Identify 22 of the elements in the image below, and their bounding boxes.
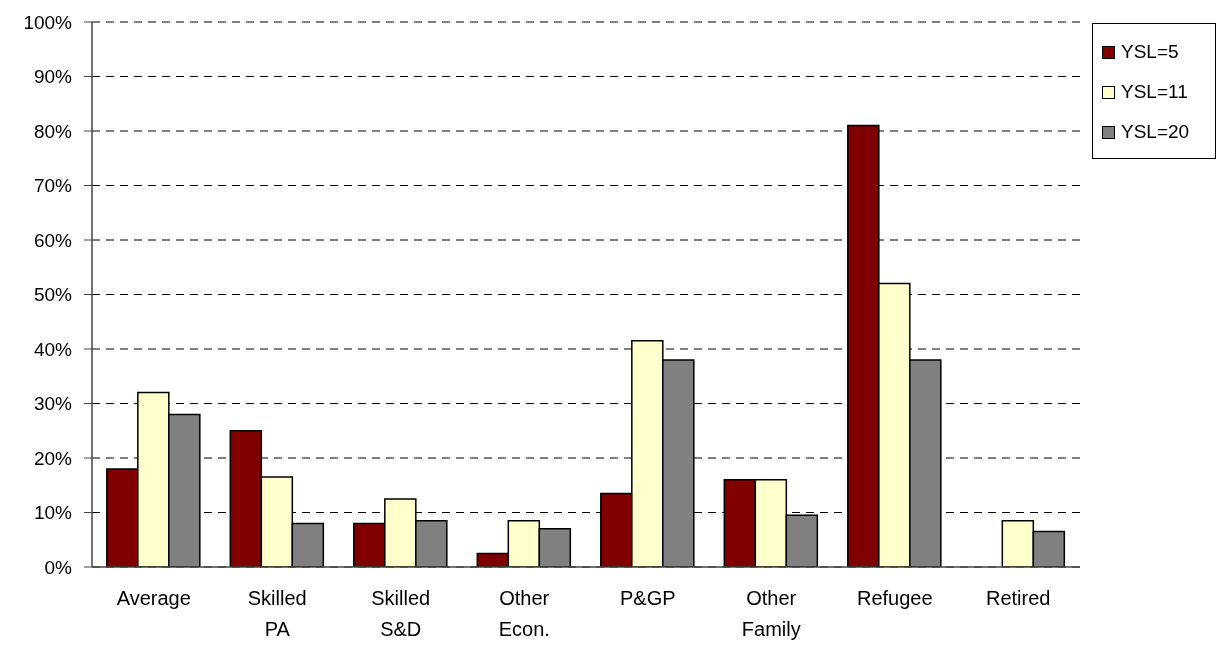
y-tick-label: 40%	[33, 338, 73, 360]
legend-label: YSL=5	[1121, 41, 1179, 63]
x-tick-label: Retired	[986, 587, 1051, 609]
y-tick-label: 20%	[33, 447, 73, 469]
legend-label: YSL=20	[1121, 121, 1190, 143]
x-tick-label: Other Family	[741, 587, 801, 640]
y-tick-label: 0%	[44, 556, 73, 578]
x-tick-label: P&GP	[619, 587, 676, 609]
x-tick-label: Average	[116, 587, 191, 609]
y-tick-label: 90%	[33, 66, 73, 88]
x-tick-label: Skilled S&D	[371, 587, 431, 640]
y-tick-label: 30%	[33, 393, 73, 415]
y-tick-label: 50%	[33, 284, 73, 306]
y-tick-label: 10%	[33, 502, 73, 524]
y-tick-label: 100%	[23, 11, 73, 33]
y-tick-label: 80%	[33, 120, 73, 142]
x-tick-label: Other Econ.	[498, 587, 550, 640]
y-tick-label: 70%	[33, 175, 73, 197]
x-tick-label: Refugee	[856, 587, 933, 609]
x-tick-label: Skilled PA	[247, 587, 307, 640]
legend-label: YSL=11	[1121, 81, 1188, 103]
y-tick-label: 60%	[33, 229, 73, 251]
